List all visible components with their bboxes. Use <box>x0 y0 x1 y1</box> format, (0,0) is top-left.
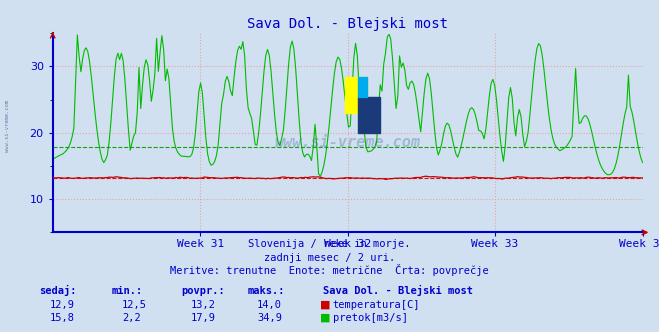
Text: 2,2: 2,2 <box>122 313 140 323</box>
Text: 13,2: 13,2 <box>191 300 216 310</box>
Text: min.:: min.: <box>112 286 143 296</box>
Text: temperatura[C]: temperatura[C] <box>333 300 420 310</box>
FancyBboxPatch shape <box>345 77 367 113</box>
FancyBboxPatch shape <box>358 77 367 97</box>
Text: www.si-vreme.com: www.si-vreme.com <box>275 135 420 150</box>
Text: maks.:: maks.: <box>247 286 285 296</box>
Text: Sava Dol. - Blejski most: Sava Dol. - Blejski most <box>323 285 473 296</box>
Text: 34,9: 34,9 <box>257 313 282 323</box>
Text: 14,0: 14,0 <box>257 300 282 310</box>
Text: 15,8: 15,8 <box>49 313 74 323</box>
Text: www.si-vreme.com: www.si-vreme.com <box>5 100 11 152</box>
Text: zadnji mesec / 2 uri.: zadnji mesec / 2 uri. <box>264 253 395 263</box>
Text: Slovenija / reke in morje.: Slovenija / reke in morje. <box>248 239 411 249</box>
Text: 12,9: 12,9 <box>49 300 74 310</box>
Text: sedaj:: sedaj: <box>40 285 77 296</box>
Text: pretok[m3/s]: pretok[m3/s] <box>333 313 408 323</box>
Title: Sava Dol. - Blejski most: Sava Dol. - Blejski most <box>247 17 448 31</box>
FancyBboxPatch shape <box>358 97 380 133</box>
Text: povpr.:: povpr.: <box>181 286 225 296</box>
Text: 12,5: 12,5 <box>122 300 147 310</box>
Text: ■: ■ <box>320 313 330 323</box>
Text: Meritve: trenutne  Enote: metrične  Črta: povprečje: Meritve: trenutne Enote: metrične Črta: … <box>170 264 489 276</box>
Text: 17,9: 17,9 <box>191 313 216 323</box>
Text: ■: ■ <box>320 300 330 310</box>
